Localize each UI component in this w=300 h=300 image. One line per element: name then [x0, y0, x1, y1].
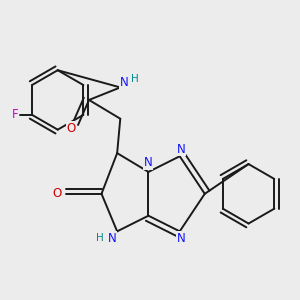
Text: N: N [120, 76, 128, 89]
Text: F: F [11, 108, 18, 121]
Text: O: O [67, 122, 76, 135]
Text: O: O [52, 187, 62, 200]
Text: H: H [131, 74, 139, 84]
Text: N: N [177, 143, 186, 156]
Text: N: N [108, 232, 117, 245]
Text: N: N [177, 232, 186, 245]
Text: N: N [144, 156, 153, 169]
Text: H: H [96, 233, 104, 243]
